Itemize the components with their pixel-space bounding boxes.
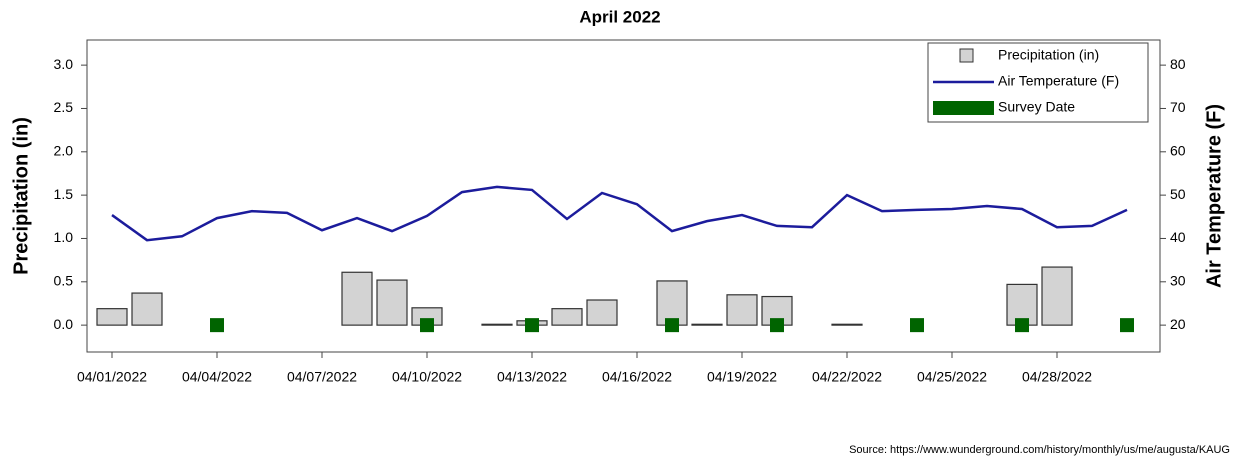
survey-marker bbox=[1120, 318, 1134, 333]
y-tick-label: 0.0 bbox=[54, 316, 74, 332]
y2-tick-label: 50 bbox=[1170, 186, 1186, 202]
x-tick-label: 04/25/2022 bbox=[917, 369, 987, 385]
precip-bar bbox=[96, 308, 128, 326]
x-tick-label: 04/07/2022 bbox=[287, 369, 357, 385]
precip-bar bbox=[481, 323, 513, 326]
x-tick-label: 04/04/2022 bbox=[182, 369, 252, 385]
chart-title: April 2022 bbox=[579, 7, 660, 26]
precip-bar bbox=[656, 280, 688, 326]
plot-frame bbox=[86, 39, 1161, 353]
precip-bar bbox=[376, 279, 408, 326]
y2-tick-label: 40 bbox=[1170, 229, 1186, 245]
y-tick-label: 1.5 bbox=[54, 186, 74, 202]
survey-marker bbox=[210, 318, 224, 333]
y-tick-label: 2.5 bbox=[54, 99, 74, 115]
y2-axis-label: Air Temperature (F) bbox=[1203, 104, 1225, 288]
y2-tick-label: 80 bbox=[1170, 56, 1186, 72]
legend-label: Survey Date bbox=[998, 99, 1075, 115]
precip-bar bbox=[341, 271, 373, 326]
precip-bar bbox=[726, 294, 758, 326]
precip-bar bbox=[1041, 266, 1073, 326]
precip-bar bbox=[586, 299, 618, 326]
y2-tick-label: 60 bbox=[1170, 143, 1186, 159]
legend-label: Precipitation (in) bbox=[998, 47, 1099, 63]
x-tick-label: 04/22/2022 bbox=[812, 369, 882, 385]
y2-tick-label: 70 bbox=[1170, 99, 1186, 115]
legend-swatch bbox=[933, 101, 994, 115]
source-note: Source: https://www.wunderground.com/his… bbox=[849, 444, 1230, 456]
survey-marker bbox=[525, 318, 539, 333]
precip-bar bbox=[691, 323, 723, 326]
survey-marker bbox=[420, 318, 434, 333]
survey-marker bbox=[910, 318, 924, 333]
legend-label: Air Temperature (F) bbox=[998, 73, 1119, 89]
y2-tick-label: 20 bbox=[1170, 316, 1186, 332]
x-tick-label: 04/19/2022 bbox=[707, 369, 777, 385]
y-tick-label: 0.5 bbox=[54, 273, 74, 289]
y-tick-label: 3.0 bbox=[54, 56, 74, 72]
survey-marker bbox=[770, 318, 784, 333]
survey-marker bbox=[665, 318, 679, 333]
y2-tick-label: 30 bbox=[1170, 273, 1186, 289]
x-tick-label: 04/13/2022 bbox=[497, 369, 567, 385]
x-tick-label: 04/10/2022 bbox=[392, 369, 462, 385]
precip-bar bbox=[551, 308, 583, 326]
legend-swatch bbox=[959, 48, 974, 63]
temperature-line bbox=[111, 185, 1128, 242]
y-tick-label: 2.0 bbox=[54, 143, 74, 159]
y-tick-label: 1.0 bbox=[54, 229, 74, 245]
y-axis-label: Precipitation (in) bbox=[10, 117, 32, 275]
precip-bar bbox=[131, 292, 163, 326]
precip-bar bbox=[831, 323, 863, 326]
survey-marker bbox=[1015, 318, 1029, 333]
x-tick-label: 04/16/2022 bbox=[602, 369, 672, 385]
x-tick-label: 04/28/2022 bbox=[1022, 369, 1092, 385]
x-tick-label: 04/01/2022 bbox=[77, 369, 147, 385]
